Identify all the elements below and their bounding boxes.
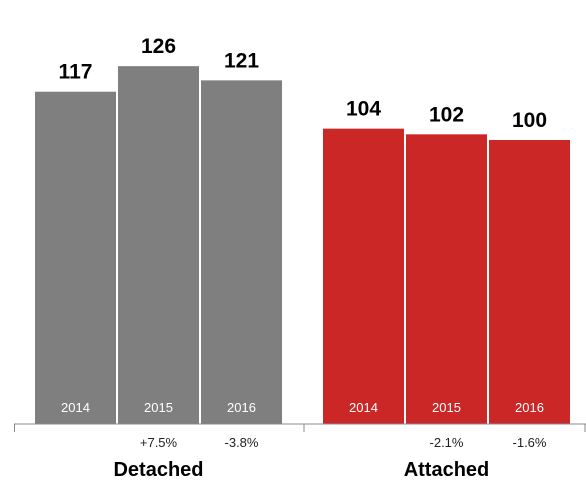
change-label: -2.1% — [430, 435, 464, 450]
bars-layer — [35, 66, 570, 425]
x-tick-label: 2014 — [349, 400, 378, 415]
x-tick-label: 2016 — [515, 400, 544, 415]
bar-attached-2016 — [489, 140, 570, 424]
x-tick-label: 2015 — [432, 400, 461, 415]
change-label: -3.8% — [225, 435, 259, 450]
data-label: 121 — [224, 49, 259, 72]
data-label: 100 — [512, 109, 547, 132]
x-tick-label: 2015 — [144, 400, 173, 415]
data-label: 102 — [429, 103, 464, 126]
group-label-detached: Detached — [113, 459, 203, 481]
data-label: 104 — [346, 98, 381, 121]
change-label: +7.5% — [140, 435, 178, 450]
data-label: 117 — [59, 61, 93, 84]
labels-layer: 117 2014 126 2015 +7.5% 121 2016 -3.8% Detached 1… — [59, 35, 547, 481]
group-label-attached: Attached — [404, 459, 490, 481]
x-tick-label: 2016 — [227, 400, 256, 415]
bar-detached-2016 — [201, 80, 282, 425]
x-tick-label: 2014 — [61, 400, 90, 415]
bar-attached-2015 — [406, 134, 487, 424]
bar-detached-2015 — [118, 66, 199, 424]
bar-detached-2014 — [35, 91, 116, 424]
axis-layer — [14, 423, 586, 432]
data-label: 126 — [141, 35, 176, 58]
bar-attached-2014 — [323, 128, 404, 424]
change-label: -1.6% — [513, 435, 547, 450]
